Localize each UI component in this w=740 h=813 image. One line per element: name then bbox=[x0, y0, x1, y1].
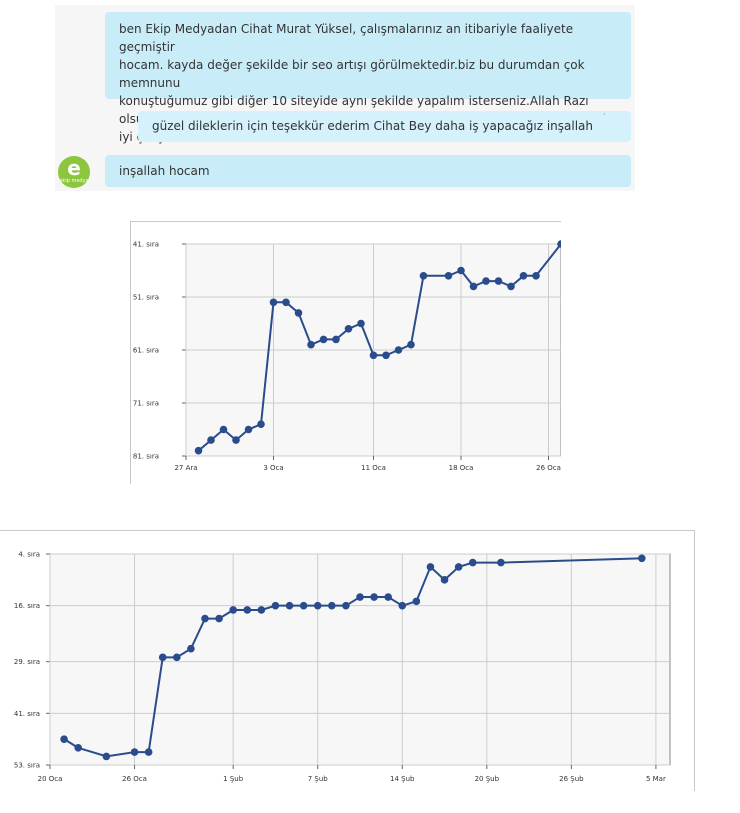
data-point bbox=[313, 601, 322, 610]
data-point bbox=[257, 606, 266, 614]
ranking-chart-2-svg: 4. sıra 16. sıra 29. sıra 41. sıra 53. sıra 2… bbox=[14, 551, 671, 783]
ranking-chart-2: 4. sıra 16. sıra 29. sıra 41. sıra 53. sıra 2… bbox=[0, 530, 695, 791]
data-point bbox=[638, 554, 646, 563]
x-tick-label: 18 Oca bbox=[449, 464, 474, 472]
data-point bbox=[469, 282, 478, 291]
x-tick-label: 26 Şub bbox=[559, 775, 584, 783]
x-tick-label: 3 Oca bbox=[263, 464, 283, 472]
x-tick-label: 27 Ara bbox=[174, 464, 197, 472]
data-point bbox=[412, 597, 421, 606]
data-point bbox=[307, 340, 315, 349]
data-point bbox=[187, 644, 195, 653]
x-tick-label: 11 Oca bbox=[361, 464, 386, 472]
x-tick-label: 20 Oca bbox=[38, 775, 63, 783]
y-tick-label: 71. sıra bbox=[133, 400, 159, 408]
chat-message-customer-2: inşallah hocam bbox=[105, 155, 631, 187]
y-tick-label: 51. sıra bbox=[133, 294, 159, 302]
data-point bbox=[74, 743, 82, 752]
x-tick-label: 26 Oca bbox=[536, 464, 561, 472]
data-point bbox=[60, 735, 68, 743]
chat-panel: ben Ekip Medyadan Cihat Murat Yüksel, ça… bbox=[55, 5, 635, 191]
data-point bbox=[497, 558, 505, 567]
data-point bbox=[454, 563, 463, 571]
data-point bbox=[173, 653, 181, 662]
data-point bbox=[130, 748, 139, 756]
x-tick-label: 5 Mar bbox=[646, 775, 666, 783]
data-point bbox=[356, 593, 364, 601]
data-point bbox=[257, 420, 265, 428]
data-point bbox=[294, 309, 303, 317]
data-point bbox=[299, 601, 308, 610]
data-point bbox=[328, 601, 336, 610]
data-point bbox=[319, 335, 328, 344]
data-point bbox=[332, 335, 340, 344]
ekip-medya-logo: e ekip medya bbox=[58, 156, 90, 188]
series-line bbox=[197, 243, 562, 452]
data-point bbox=[271, 601, 280, 610]
data-point bbox=[158, 653, 167, 662]
data-point bbox=[494, 277, 503, 285]
logo-letter: e bbox=[67, 156, 81, 180]
x-tick-label: 26 Oca bbox=[122, 775, 147, 783]
data-point bbox=[282, 298, 290, 307]
data-point bbox=[426, 563, 435, 571]
data-point bbox=[201, 614, 209, 623]
data-point bbox=[440, 576, 449, 584]
data-point bbox=[444, 272, 453, 280]
data-point bbox=[370, 593, 378, 601]
data-point bbox=[215, 614, 223, 623]
data-point bbox=[482, 277, 490, 285]
ranking-chart-1-svg: 41. sıra 51. sıra 61. sıra 71. sıra 81. sıra… bbox=[133, 240, 565, 472]
data-point bbox=[144, 748, 153, 756]
data-point bbox=[369, 351, 378, 360]
data-point bbox=[468, 558, 477, 567]
data-point bbox=[342, 601, 350, 610]
data-point bbox=[219, 425, 228, 434]
data-point bbox=[398, 601, 407, 610]
dot-mark: · bbox=[603, 110, 606, 119]
x-tick-label: 7 Şub bbox=[308, 775, 329, 783]
data-point bbox=[244, 425, 253, 434]
chat-message-reply: güzel dileklerin için teşekkür ederim Ci… bbox=[138, 111, 631, 142]
data-point bbox=[394, 346, 403, 354]
y-tick-label: 41. sıra bbox=[133, 241, 159, 249]
logo-text: ekip medya bbox=[59, 178, 89, 184]
data-point bbox=[519, 272, 528, 280]
data-point bbox=[382, 351, 390, 360]
data-point bbox=[384, 593, 392, 601]
x-tick-label: 1 Şub bbox=[223, 775, 244, 783]
data-point bbox=[102, 752, 111, 761]
y-tick-label: 53. sıra bbox=[14, 762, 40, 770]
y-tick-label: 4. sıra bbox=[18, 551, 40, 559]
ranking-chart-1: 41. sıra 51. sıra 61. sıra 71. sıra 81. sıra… bbox=[130, 221, 565, 484]
data-point bbox=[229, 606, 237, 614]
x-tick-label: 14 Şub bbox=[390, 775, 415, 783]
y-tick-label: 81. sıra bbox=[133, 453, 159, 461]
data-point bbox=[532, 272, 540, 280]
data-point bbox=[232, 436, 240, 444]
y-tick-label: 16. sıra bbox=[14, 602, 40, 610]
x-tick-label: 20 Şub bbox=[475, 775, 500, 783]
data-point bbox=[269, 298, 278, 307]
data-point bbox=[357, 319, 365, 328]
data-point bbox=[285, 601, 294, 610]
data-point bbox=[507, 282, 515, 291]
y-tick-label: 29. sıra bbox=[14, 658, 40, 666]
y-tick-label: 61. sıra bbox=[133, 347, 159, 355]
y-tick-label: 41. sıra bbox=[14, 710, 40, 718]
data-point bbox=[344, 325, 353, 333]
data-point bbox=[419, 272, 428, 280]
chat-message-customer: ben Ekip Medyadan Cihat Murat Yüksel, ça… bbox=[105, 12, 631, 144]
data-point bbox=[457, 266, 465, 275]
data-point bbox=[407, 340, 415, 349]
data-point bbox=[243, 606, 252, 614]
data-point bbox=[194, 446, 203, 455]
data-point bbox=[207, 436, 215, 444]
plot-area bbox=[49, 553, 671, 766]
